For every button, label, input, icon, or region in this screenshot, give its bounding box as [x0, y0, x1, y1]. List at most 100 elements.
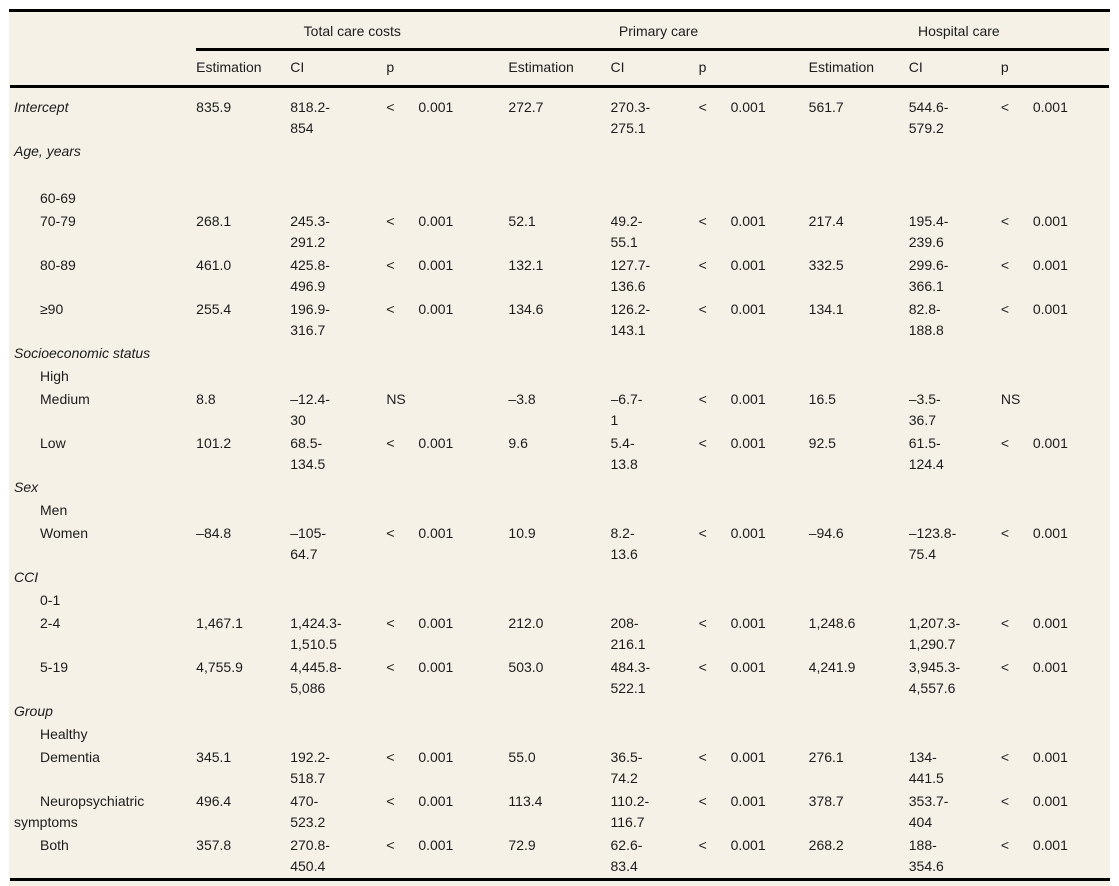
p-cell — [1001, 187, 1109, 210]
table-header: Total care costs Primary care Hospital c… — [10, 12, 1109, 88]
p-value: 0.001 — [418, 793, 454, 809]
estimation-cell — [196, 140, 290, 163]
p-sign: < — [698, 525, 707, 541]
p-value: 0.001 — [730, 659, 766, 675]
estimation-cell: 4,755.9 — [196, 659, 243, 675]
ci-cell: 110.2- 116.7 — [610, 793, 650, 830]
estimation-cell — [809, 187, 909, 210]
p-value: 0.001 — [730, 615, 766, 631]
row-label: Women — [40, 525, 88, 541]
p-cell: NS — [1001, 388, 1109, 432]
ci-cell — [909, 723, 1001, 746]
ci-cell: –105- 64.7 — [290, 525, 327, 562]
estimation-cell — [508, 589, 610, 612]
p-cell — [386, 187, 508, 210]
estimation-cell — [809, 140, 909, 163]
estimation-cell: 55.0 — [508, 749, 536, 765]
p-value: 0.001 — [730, 435, 766, 451]
estimation-header: Estimation — [196, 49, 291, 88]
row-label: Medium — [40, 391, 90, 407]
p-cell — [386, 342, 508, 365]
p-value: 0.001 — [1032, 213, 1068, 229]
p-value: 0.001 — [418, 257, 454, 273]
ci-cell: 62.6- 83.4 — [610, 837, 643, 874]
ci-cell — [290, 723, 386, 746]
estimation-cell: 276.1 — [808, 749, 844, 765]
row-label: 2-4 — [40, 615, 61, 631]
ci-cell — [290, 342, 386, 365]
p-value: 0.001 — [1032, 749, 1068, 765]
regression-table: Total care costs Primary care Hospital c… — [10, 12, 1109, 878]
estimation-cell: 92.5 — [808, 435, 836, 451]
p-cell — [1001, 589, 1109, 612]
ci-cell: 1,424.3- 1,510.5 — [290, 615, 342, 652]
ci-cell: 208- 216.1 — [610, 615, 646, 652]
estimation-cell: 1,467.1 — [196, 615, 243, 631]
p-sign: < — [1000, 837, 1010, 853]
p-sign: < — [386, 257, 395, 273]
estimation-cell: 52.1 — [508, 213, 536, 229]
p-cell — [1001, 140, 1109, 163]
row-label: Age, years — [14, 143, 81, 159]
table-row: 60-69 — [10, 187, 1109, 210]
table-row: 0-1 — [10, 589, 1109, 612]
ci-cell: 4,445.8- 5,086 — [290, 659, 342, 696]
p-cell: <0.001 — [699, 210, 809, 254]
estimation-cell — [508, 365, 610, 388]
estimation-cell: 332.5 — [808, 257, 844, 273]
p-cell — [699, 723, 809, 746]
p-cell — [699, 700, 809, 723]
p-value: 0.001 — [1032, 659, 1068, 675]
row-label: 70-79 — [40, 213, 76, 229]
ci-cell: –123.8- 75.4 — [908, 525, 957, 562]
estimation-cell: 345.1 — [196, 749, 232, 765]
group-header-row: Total care costs Primary care Hospital c… — [10, 12, 1109, 51]
ci-cell — [909, 476, 1001, 499]
row-label: Low — [40, 435, 66, 451]
row-label: Neuropsychiatric symptoms — [14, 793, 145, 830]
p-cell — [699, 566, 809, 589]
estimation-cell: 4,241.9 — [808, 659, 856, 675]
p-value: 0.001 — [418, 525, 454, 541]
p-sign: < — [386, 837, 395, 853]
p-value: 0.001 — [418, 99, 454, 115]
p-value: 0.001 — [730, 257, 766, 273]
ci-cell — [909, 187, 1001, 210]
ci-cell — [290, 499, 386, 522]
ci-cell — [611, 365, 699, 388]
p-sign: < — [1000, 435, 1010, 451]
estimation-cell — [196, 187, 290, 210]
regression-table-block: Total care costs Primary care Hospital c… — [9, 9, 1110, 886]
estimation-cell: 10.9 — [508, 525, 536, 541]
p-sign: < — [386, 525, 395, 541]
p-cell — [386, 723, 508, 746]
p-sign: < — [698, 837, 707, 853]
ci-cell: 425.8- 496.9 — [290, 257, 330, 294]
p-sign: < — [698, 615, 707, 631]
row-label: Socioeconomic status — [14, 345, 151, 361]
p-value: 0.001 — [1032, 99, 1068, 115]
p-sign: < — [698, 213, 707, 229]
ci-cell — [909, 589, 1001, 612]
ci-cell: 188- 354.6 — [908, 837, 944, 874]
table-row: CCI — [10, 566, 1109, 589]
p-sign: < — [698, 301, 707, 317]
estimation-cell: 272.7 — [508, 99, 544, 115]
estimation-cell: 268.2 — [808, 837, 844, 853]
estimation-cell: –84.8 — [196, 525, 232, 541]
p-cell: <0.001 — [699, 522, 809, 566]
p-cell — [1001, 723, 1109, 746]
p-cell: <0.001 — [1001, 834, 1109, 878]
table-row: 70-79 268.1 245.3- 291.2 <0.001 52.1 49.2- 55… — [10, 210, 1109, 254]
p-cell — [699, 499, 809, 522]
row-label: ≥90 — [40, 301, 64, 317]
ci-cell: 818.2- 854 — [290, 99, 330, 136]
table-body: Intercept 835.9 818.2- 854 <0.001 272.7 270.3… — [10, 87, 1109, 879]
estimation-cell — [196, 342, 290, 365]
estimation-cell: 461.0 — [196, 257, 232, 273]
estimation-cell — [196, 476, 290, 499]
p-cell: <0.001 — [1001, 210, 1109, 254]
ci-cell — [290, 566, 386, 589]
p-cell: <0.001 — [1001, 656, 1109, 700]
